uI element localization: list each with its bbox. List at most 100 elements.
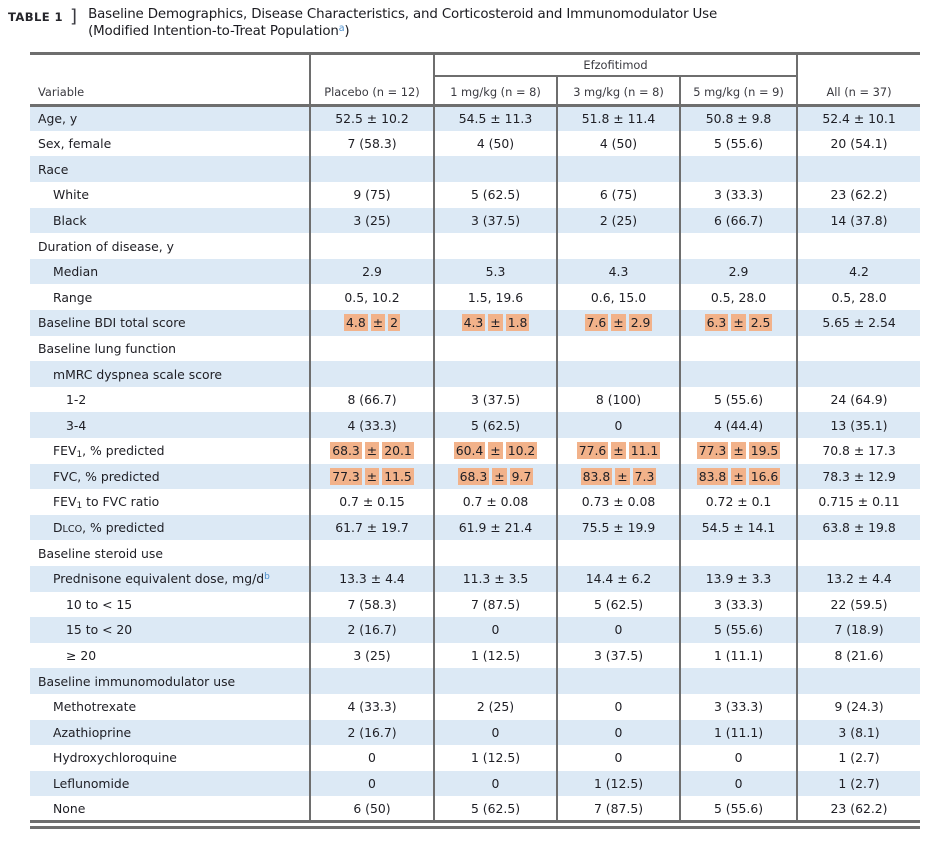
cell: 2.9 <box>310 258 435 285</box>
cell: 5 (55.6) <box>680 130 799 157</box>
cell: 2 (16.7) <box>310 617 435 643</box>
cell <box>310 540 435 566</box>
table-row: Baseline immunomodulator use <box>30 668 921 694</box>
highlighted-value: ± <box>492 467 507 485</box>
cell <box>797 668 921 694</box>
cell: 20 (54.1) <box>830 136 888 152</box>
title-line2-close: ) <box>344 23 350 39</box>
table-row: 15 to < 20 2 (16.7) 0 0 5 (55.6) 7 (18.9) <box>30 617 921 643</box>
cell: 0 <box>434 617 558 643</box>
cell: 5 (62.5) <box>434 412 558 438</box>
column-header-5mgkg: 5 mg/kg (n = 9) <box>680 76 799 107</box>
footnote-b-superscript[interactable]: b <box>264 572 270 583</box>
row-label: mMRC dyspnea scale score <box>30 361 311 387</box>
cell: 1 (12.5) <box>557 770 681 797</box>
table-header: Efzofitimod Variable Placebo (n = 12) 1 … <box>30 53 921 107</box>
cell: 8 (100) <box>557 386 681 413</box>
highlighted-value: 2.9 <box>628 314 653 332</box>
spacer-variable <box>30 53 311 77</box>
cell: 77.6 ±11.1 <box>557 438 681 464</box>
highlighted-value: 68.3 <box>330 442 362 460</box>
highlighted-value: ± <box>488 314 503 332</box>
table-row: Methotrexate 4 (33.3) 2 (25) 0 3 (33.3) 9 (24… <box>30 693 920 720</box>
table-row: Race <box>30 156 921 183</box>
cell: 13.3 ± 4.4 <box>310 565 435 592</box>
column-header-3mgkg: 3 mg/kg (n = 8) <box>557 76 681 107</box>
row-label: FEV1 to FVC ratio <box>30 489 311 515</box>
cell: 3 (37.5) <box>557 642 681 669</box>
row-label: Baseline immunomodulator use <box>30 668 311 694</box>
group-header-efzofitimod: Efzofitimod <box>434 53 799 78</box>
table-row: Duration of disease, y <box>30 233 920 259</box>
cell <box>434 335 558 362</box>
table-row: Range 0.5, 10.2 1.5, 19.6 0.6, 15.0 0.5, 28.… <box>30 284 920 311</box>
cell: 0 <box>434 719 558 746</box>
table-row: DLCO, % predicted 61.7 ± 19.7 61.9 ± 21.4 7… <box>30 514 921 541</box>
cell: 61.7 ± 19.7 <box>310 514 435 541</box>
cell: 14 (37.8) <box>797 207 921 234</box>
cell: 8 (66.7) <box>310 386 435 413</box>
cell: 23 (62.2) <box>830 187 888 203</box>
cell: 23 (62.2) <box>797 796 921 824</box>
highlighted-value: 77.3 <box>330 467 362 485</box>
cell <box>434 540 558 566</box>
cell: 0 <box>557 719 681 746</box>
cell <box>310 335 435 362</box>
title-bracket-glyph: ] <box>70 6 78 27</box>
cell: 0 <box>310 770 435 797</box>
highlighted-value: 2.5 <box>748 314 773 332</box>
footnote-a-superscript[interactable]: a <box>338 22 345 34</box>
table-row: FEV1, % predicted 68.3 ±20.1 60.4 ±10.2 77.6 ±… <box>30 438 920 464</box>
cell: 0.715 ± 0.11 <box>818 494 900 510</box>
cell: 6.3 ±2.5 <box>680 310 799 336</box>
row-label: None <box>30 796 311 824</box>
highlighted-value: 83.8 <box>696 467 729 485</box>
row-label: 10 to < 15 <box>30 591 311 618</box>
highlighted-value: ± <box>488 442 503 460</box>
cell <box>310 156 435 183</box>
cell: 3 (37.5) <box>434 386 558 413</box>
cell: 0 <box>557 412 681 438</box>
cell <box>434 233 558 259</box>
highlighted-value: ± <box>615 467 630 485</box>
cell: 1 (11.1) <box>680 642 799 669</box>
table-row: Black 3 (25) 3 (37.5) 2 (25) 6 (66.7) 14 (37.… <box>30 207 921 234</box>
cell: 4.3 ±1.8 <box>434 310 558 336</box>
cell: 9 (24.3) <box>834 699 884 715</box>
cell: 63.8 ± 19.8 <box>797 514 921 541</box>
table-row: Leflunomide 0 0 1 (12.5) 0 1 (2.7) <box>30 770 921 797</box>
table-row: 1-2 8 (66.7) 3 (37.5) 8 (100) 5 (55.6) 24 (64… <box>30 386 920 413</box>
highlighted-value: 10.2 <box>505 442 538 460</box>
cell: 7 (58.3) <box>310 591 435 618</box>
highlighted-value: ± <box>611 442 626 460</box>
table-row: Age, y 52.5 ± 10.2 54.5 ± 11.3 51.8 ± 11.4 5… <box>30 105 921 131</box>
cell: 6 (75) <box>557 182 681 208</box>
cell: 6 (50) <box>310 796 435 824</box>
cell: 13.9 ± 3.3 <box>680 565 799 592</box>
title-text: Baseline Demographics, Disease Character… <box>88 7 717 41</box>
column-header-variable: Variable <box>30 76 311 107</box>
table-row: mMRC dyspnea scale score <box>30 361 921 387</box>
cell: 8 (21.6) <box>834 648 884 664</box>
spacer-all <box>797 53 920 76</box>
highlighted-value: 11.1 <box>628 442 661 460</box>
cell: 1.5, 19.6 <box>434 284 558 311</box>
cell <box>680 540 799 566</box>
cell: 0.7 ± 0.08 <box>434 489 558 515</box>
cell: 5 (55.6) <box>680 617 799 643</box>
cell: 5.65 ± 2.54 <box>797 310 921 336</box>
row-label: Race <box>30 156 311 183</box>
highlighted-value: 7.6 <box>584 314 609 332</box>
row-label: Black <box>30 207 311 234</box>
row-label: Median <box>30 258 311 285</box>
cell: 7 (58.3) <box>310 130 435 157</box>
row-label: Hydroxychloroquine <box>30 745 311 771</box>
cell <box>310 668 435 694</box>
table-row: Azathioprine 2 (16.7) 0 0 1 (11.1) 3 (8.1) <box>30 719 921 746</box>
cell: 0.73 ± 0.08 <box>557 489 681 515</box>
cell <box>797 361 921 387</box>
title-line1: Baseline Demographics, Disease Character… <box>88 7 718 22</box>
cell: 2.9 <box>680 258 799 285</box>
highlighted-value: 16.6 <box>748 467 781 485</box>
cell: 5 (55.6) <box>680 386 799 413</box>
